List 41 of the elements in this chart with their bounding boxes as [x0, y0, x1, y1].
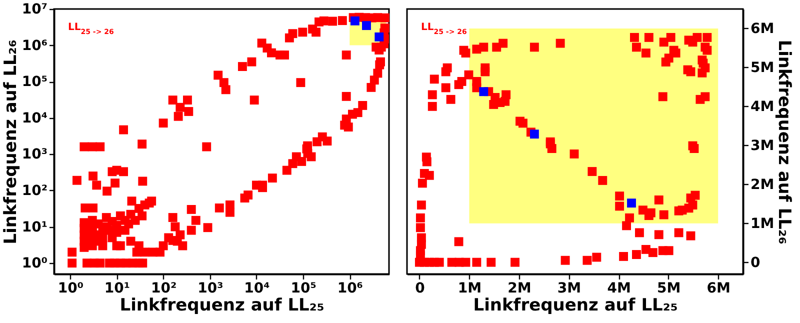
point [374, 32, 384, 42]
x-axis-title: Linkfrequenz auf LL₂₅ [120, 296, 324, 316]
x-tick-label: 10² [151, 280, 177, 296]
y-tick-label: 10² [22, 182, 48, 199]
x-tick-label: 0 [415, 280, 426, 296]
y2-tick-label: 2M [750, 176, 774, 193]
x-tick-label: 10³ [198, 280, 224, 296]
y-tick-label: 10⁰ [22, 256, 48, 272]
annotation: LL$_{25 -> 26}$ [68, 22, 114, 36]
y-tick-label: 10⁶ [22, 38, 48, 54]
y-tick-label: 10⁵ [22, 74, 48, 90]
y2-tick-label: 5M [750, 60, 774, 76]
x-axis-title: Linkfrequenz auf LL₂₅ [473, 296, 678, 316]
annotation: LL$_{25 -> 26}$ [421, 22, 468, 36]
x-tick-label: 10⁵ [290, 280, 316, 296]
x-tick-label: 2M [508, 280, 532, 296]
x-tick-label: 10⁰ [58, 280, 84, 296]
point [350, 16, 360, 26]
y-tick-label: 10⁴ [22, 110, 48, 126]
point [627, 198, 636, 208]
x-tick-label: 4M [607, 280, 631, 296]
point [362, 21, 371, 30]
x-tick-label: 1M [458, 280, 482, 296]
y2-tick-label: 3M [750, 138, 774, 154]
y2-tick-label: 1M [750, 216, 774, 232]
y2-tick-label: 0 [750, 254, 760, 271]
point [530, 130, 539, 139]
x-tick-label: 3M [557, 280, 582, 296]
x-tick-label: 6M [706, 280, 730, 296]
y-tick-label: 10³ [22, 146, 48, 163]
y2-tick-label: 4M [750, 98, 774, 115]
point [479, 87, 488, 96]
x-tick-label: 5M [656, 280, 681, 296]
x-tick-label: 10⁶ [337, 280, 363, 296]
y2-axis-title: Linkfrequenz auf LL₂₆ [774, 40, 794, 244]
x-tick-label: 10¹ [104, 280, 130, 296]
y-tick-label: 10⁷ [22, 2, 48, 18]
y-tick-label: 10¹ [22, 219, 48, 236]
x-tick-label: 10⁴ [244, 280, 270, 296]
y-axis-title: Linkfrequenz auf LL₂₆ [0, 40, 21, 244]
y2-tick-label: 6M [750, 20, 774, 37]
